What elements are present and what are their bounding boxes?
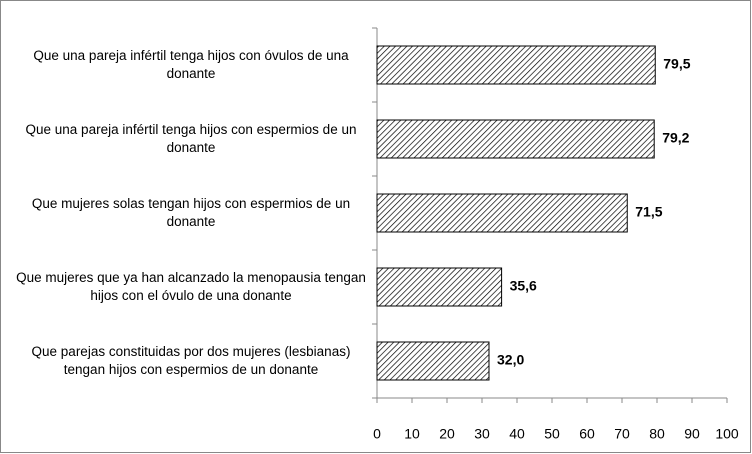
bar — [376, 193, 628, 233]
x-tick-label: 40 — [509, 426, 525, 442]
x-tick-label: 80 — [649, 426, 665, 442]
bar — [376, 267, 503, 307]
value-label: 79,5 — [663, 56, 690, 72]
x-tick-label: 90 — [684, 426, 700, 442]
x-tick-label: 60 — [579, 426, 595, 442]
category-label: Que mujeres que ya han alcanzado la meno… — [16, 270, 366, 303]
x-tick-label: 10 — [404, 426, 420, 442]
x-tick-label: 100 — [715, 426, 739, 442]
x-tick-label: 70 — [614, 426, 630, 442]
category-label: Que parejas constituidas por dos mujeres… — [31, 344, 351, 377]
x-tick-label: 50 — [544, 426, 560, 442]
x-tick-label: 0 — [373, 426, 381, 442]
value-label: 79,2 — [662, 130, 689, 146]
category-label: Que una pareja infértil tenga hijos con … — [33, 48, 349, 81]
bar — [376, 341, 490, 381]
category-label: Que mujeres solas tengan hijos con esper… — [31, 196, 351, 229]
value-label: 35,6 — [510, 278, 537, 294]
value-label: 32,0 — [497, 352, 524, 368]
bar — [376, 119, 655, 159]
value-label: 71,5 — [635, 204, 662, 220]
x-tick-label: 30 — [474, 426, 490, 442]
bar — [376, 45, 656, 85]
x-tick-label: 20 — [439, 426, 455, 442]
category-label: Que una pareja infértil tenga hijos con … — [25, 122, 357, 155]
